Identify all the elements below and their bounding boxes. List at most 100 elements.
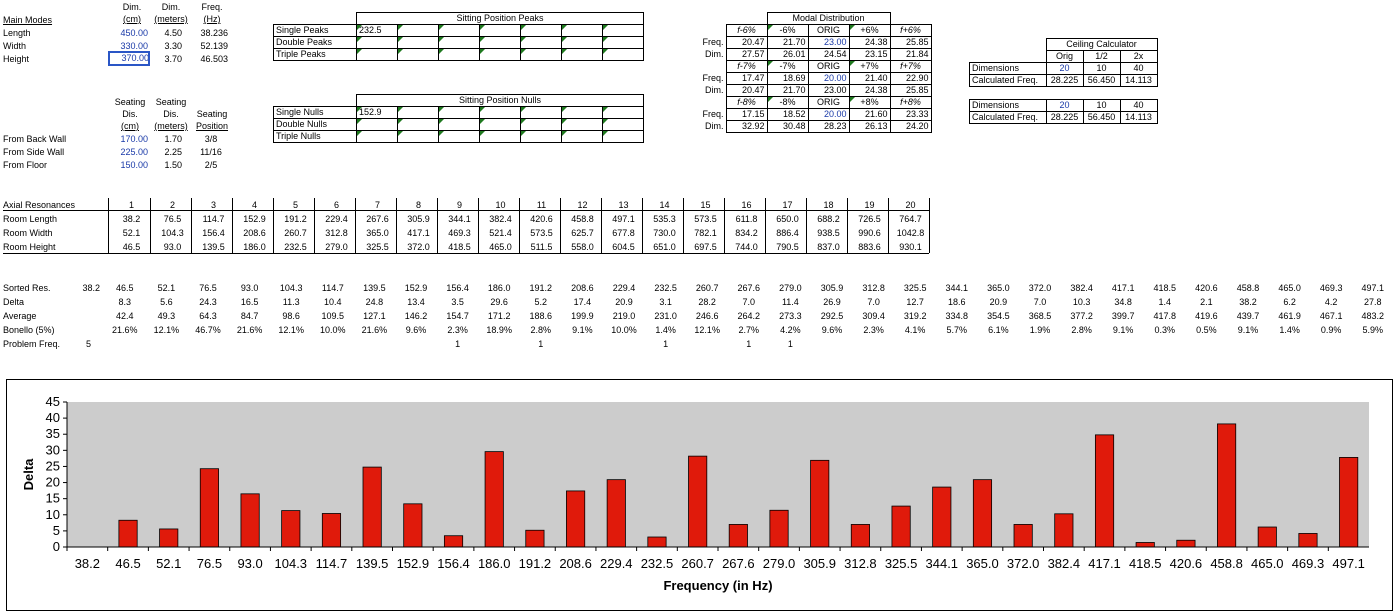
peaks-row-label: Double Peaks (273, 36, 357, 49)
floor-cm-cell[interactable]: 150.00 (120, 160, 148, 170)
nulls-cell[interactable]: 152.9 (356, 106, 398, 119)
axial-col-rule (560, 198, 561, 253)
axial-col-header: 8 (415, 200, 421, 210)
x-tick-label: 279.0 (763, 556, 796, 571)
axial-col-header: 16 (741, 200, 752, 210)
ceiling-cell: 56.450 (1082, 111, 1121, 124)
modal-distribution-table: Modal Distribution f-6% -6% ORIG +6% f+6% Fr… (684, 12, 932, 133)
bar (688, 455, 708, 548)
modal-cell: 28.23 (807, 120, 850, 133)
bar (362, 466, 382, 548)
problem-count: 5 (86, 339, 92, 349)
axial-cell: 465.0 (489, 242, 512, 252)
sorted-bonello-cell: 18.9% (486, 325, 512, 335)
x-tick-label: 186.0 (478, 556, 511, 571)
x-tick-label: 139.5 (356, 556, 389, 571)
modal-head: -6% (766, 24, 809, 37)
axial-cell: 573.5 (694, 214, 717, 224)
modal-cell: 21.70 (766, 84, 809, 97)
sorted-problem-cell: 1 (538, 339, 544, 349)
bars (118, 423, 1359, 548)
x-tick-label: 208.6 (559, 556, 592, 571)
axial-cell: 418.5 (448, 242, 471, 252)
sorted-avg-cell: 334.8 (945, 311, 969, 321)
x-tick-label: 46.5 (115, 556, 140, 571)
axial-cell: 279.0 (325, 242, 348, 252)
sorted-delta-cell: 7.0 (1033, 297, 1047, 307)
mode-name-height: Height (3, 54, 30, 64)
x-tick-label: 497.1 (1332, 556, 1365, 571)
sorted-res-cell: 152.9 (404, 283, 428, 293)
sorted-res-cell: 305.9 (820, 283, 844, 293)
sorted-delta-cell: 4.2 (1324, 297, 1338, 307)
length-cm-cell[interactable]: 450.00 (120, 28, 148, 38)
peaks-cell[interactable]: 232.5 (356, 24, 398, 37)
sorted-res-cell: 497.1 (1361, 283, 1385, 293)
modal-cell: 17.47 (725, 72, 768, 85)
back-wall-cm-cell[interactable]: 170.00 (120, 134, 148, 144)
sorted-avg-cell: 264.2 (737, 311, 761, 321)
bar (932, 486, 952, 548)
sorted-delta-cell: 10.3 (1072, 297, 1091, 307)
axial-cell: 886.4 (776, 228, 799, 238)
bar (118, 519, 138, 548)
sorted-avg-cell: 461.9 (1278, 311, 1301, 321)
x-tick-label: 232.5 (641, 556, 674, 571)
main-modes-label: Main Modes (3, 15, 53, 25)
sorted-res-cell: 382.4 (1070, 283, 1093, 293)
sorted-bonello-cell: 9.6% (405, 325, 427, 335)
x-tick-label: 458.8 (1210, 556, 1243, 571)
axial-cell: 156.4 (202, 228, 225, 238)
sorted-avg-cell: 246.6 (695, 311, 719, 321)
sorted-res-cell: 104.3 (279, 283, 303, 293)
bar (606, 479, 626, 548)
ceiling-dim-input[interactable]: 20 (1045, 99, 1084, 112)
bar (1176, 539, 1196, 548)
sorted-bonello-cell: 21.6% (112, 325, 138, 335)
axial-col-rule (519, 198, 520, 253)
axial-col-rule (355, 198, 356, 253)
axial-cell: 677.8 (612, 228, 635, 238)
axial-cell: 688.2 (817, 214, 840, 224)
modal-freq-label: Freq. (702, 73, 724, 83)
modal-cell-orig[interactable]: 20.00 (807, 72, 850, 85)
modal-cell-orig[interactable]: 23.00 (807, 36, 850, 49)
x-tick-label: 38.2 (75, 556, 100, 571)
width-cm-cell[interactable]: 330.00 (120, 41, 148, 51)
bar (850, 524, 870, 548)
modal-head: -8% (766, 96, 809, 109)
sorted-delta-cell: 18.6 (948, 297, 966, 307)
sorted-res-cell: 418.5 (1153, 283, 1177, 293)
sorted-bonello-cell: 12.1% (694, 325, 720, 335)
sorted-bonello-cell: 10.0% (611, 325, 637, 335)
axial-cell: 46.5 (122, 242, 141, 252)
sorted-bonello-cell: 12.1% (153, 325, 180, 335)
x-tick-label: 305.9 (803, 556, 836, 571)
axial-col-header: 19 (864, 200, 875, 210)
side-wall-cm-cell[interactable]: 225.00 (120, 147, 148, 157)
sorted-bonello-cell: 5.7% (946, 325, 968, 335)
sorted-avg-cell: 171.2 (487, 311, 511, 321)
height-m-cell: 3.70 (164, 54, 182, 64)
axial-col-header: 20 (905, 200, 916, 210)
sorted-avg-cell: 98.6 (282, 311, 300, 321)
modal-cell: 32.92 (725, 120, 768, 133)
ceiling-cell: 28.225 (1045, 111, 1084, 124)
ceiling-dim-input[interactable]: 20 (1045, 62, 1084, 75)
height-cm-cell-selected[interactable]: 370.00 (108, 51, 150, 66)
axial-col-header: 13 (618, 200, 629, 210)
axial-col-header: 11 (536, 200, 547, 210)
width-hz-cell: 52.139 (200, 41, 228, 51)
seating-cm-header: Seating Dis. (cm) (114, 97, 146, 131)
sorted-bonello-cell: 4.1% (904, 325, 926, 335)
sorted-res-cell: 458.8 (1236, 283, 1260, 293)
ceiling-calculator-table: Ceiling Calculator Orig 1/2 2x Dimensions 2… (969, 38, 1158, 124)
sorted-res-cell: 156.4 (446, 283, 469, 293)
axial-cell: 420.6 (530, 214, 553, 224)
axial-col-header: 10 (495, 200, 506, 210)
axial-cell: 312.8 (325, 228, 348, 238)
modal-cell-orig[interactable]: 20.00 (807, 108, 850, 121)
length-hz-cell: 38.236 (200, 28, 228, 38)
sorted-bonello-cell: 2.3% (863, 325, 884, 335)
bar (199, 468, 219, 548)
